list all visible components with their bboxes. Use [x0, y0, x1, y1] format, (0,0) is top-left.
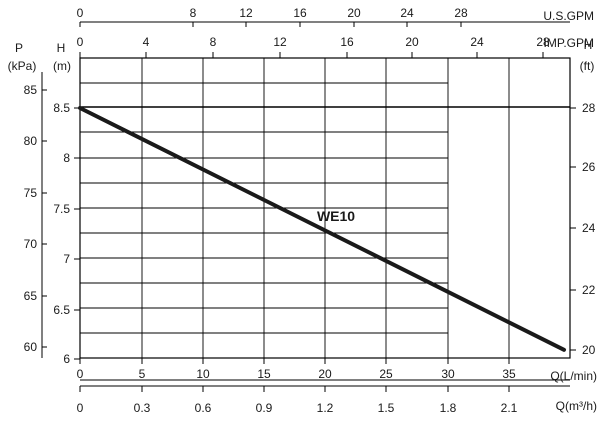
head-m-tick-label: 8.5: [53, 101, 70, 115]
head-m-tick-label: 6.5: [53, 303, 70, 317]
flow-m3h-axis-label: Q(m³/h): [556, 399, 597, 413]
usgpm-tick-label: 16: [293, 6, 307, 20]
head-m-tick-label: 7: [63, 252, 70, 266]
flow-lmin-axis-label: Q(L/min): [550, 369, 597, 383]
head-m-tick-label: 8: [63, 151, 70, 165]
pressure-axis-unit: (kPa): [8, 59, 37, 73]
usgpm-tick-label: 28: [454, 6, 468, 20]
flow-lmin-tick-label: 0: [77, 367, 84, 381]
flow-m3h-tick-label: 2.1: [501, 401, 518, 415]
impgpm-tick-label: 24: [470, 35, 484, 49]
grid: [80, 58, 570, 358]
usgpm-tick-label: 12: [239, 6, 253, 20]
head-ft-tick-label: 26: [582, 160, 596, 174]
head-ft-tick-label: 28: [582, 101, 596, 115]
head-m-axis-unit: (m): [53, 59, 71, 73]
head-ft-tick-label: 24: [582, 221, 596, 235]
flow-lmin-tick-label: 25: [379, 367, 393, 381]
flow-m3h-tick-label: 0.6: [195, 401, 212, 415]
pressure-tick-label: 80: [24, 134, 38, 148]
flow-m3h-tick-label: 0.3: [134, 401, 151, 415]
impgpm-axis-label: IMP.GPM: [544, 36, 594, 50]
pressure-tick-label: 70: [24, 237, 38, 251]
pressure-tick-label: 75: [24, 186, 38, 200]
flow-lmin-tick-label: 15: [257, 367, 271, 381]
pressure-tick-label: 85: [24, 83, 38, 97]
flow-lmin-tick-label: 20: [318, 367, 332, 381]
impgpm-tick-label: 12: [273, 35, 287, 49]
flow-lmin-tick-label: 35: [502, 367, 516, 381]
series-label-we10: WE10: [317, 208, 355, 224]
head-m-axis-title: H: [57, 41, 66, 55]
head-ft-tick-label: 22: [582, 283, 596, 297]
flow-lmin-tick-label: 10: [196, 367, 210, 381]
pressure-tick-label: 60: [24, 340, 38, 354]
impgpm-tick-label: 0: [77, 35, 84, 49]
pressure-axis-title: P: [15, 41, 23, 55]
flow-m3h-tick-label: 0.9: [256, 401, 273, 415]
series-line-we10: [78, 106, 566, 352]
impgpm-tick-label: 28: [536, 35, 550, 49]
tick-labels: 0 8 12 16 20 24 28 0 4 8 12 16 20 24 28 0 5 10 15 20 25 30 35 0…: [24, 6, 596, 415]
series-layer: WE10: [78, 106, 566, 352]
flow-m3h-tick-label: 1.2: [317, 401, 334, 415]
axes: [41, 21, 576, 392]
impgpm-tick-label: 4: [143, 35, 150, 49]
head-ft-axis-title: H: [584, 38, 593, 52]
head-m-tick-label: 6: [63, 352, 70, 366]
flow-lmin-tick-label: 5: [139, 367, 146, 381]
usgpm-tick-label: 0: [77, 6, 84, 20]
head-ft-axis-unit: (ft): [580, 59, 595, 73]
flow-m3h-tick-label: 1.8: [440, 401, 457, 415]
usgpm-axis-label: U.S.GPM: [543, 9, 594, 23]
head-m-tick-label: 7.5: [53, 202, 70, 216]
impgpm-tick-label: 20: [405, 35, 419, 49]
usgpm-tick-label: 8: [190, 6, 197, 20]
usgpm-tick-label: 20: [347, 6, 361, 20]
impgpm-tick-label: 8: [210, 35, 217, 49]
flow-m3h-tick-label: 0: [77, 401, 84, 415]
usgpm-tick-label: 24: [400, 6, 414, 20]
impgpm-tick-label: 16: [340, 35, 354, 49]
flow-lmin-tick-label: 30: [441, 367, 455, 381]
pressure-tick-label: 65: [24, 289, 38, 303]
head-ft-tick-label: 20: [582, 343, 596, 357]
flow-m3h-tick-label: 1.5: [378, 401, 395, 415]
